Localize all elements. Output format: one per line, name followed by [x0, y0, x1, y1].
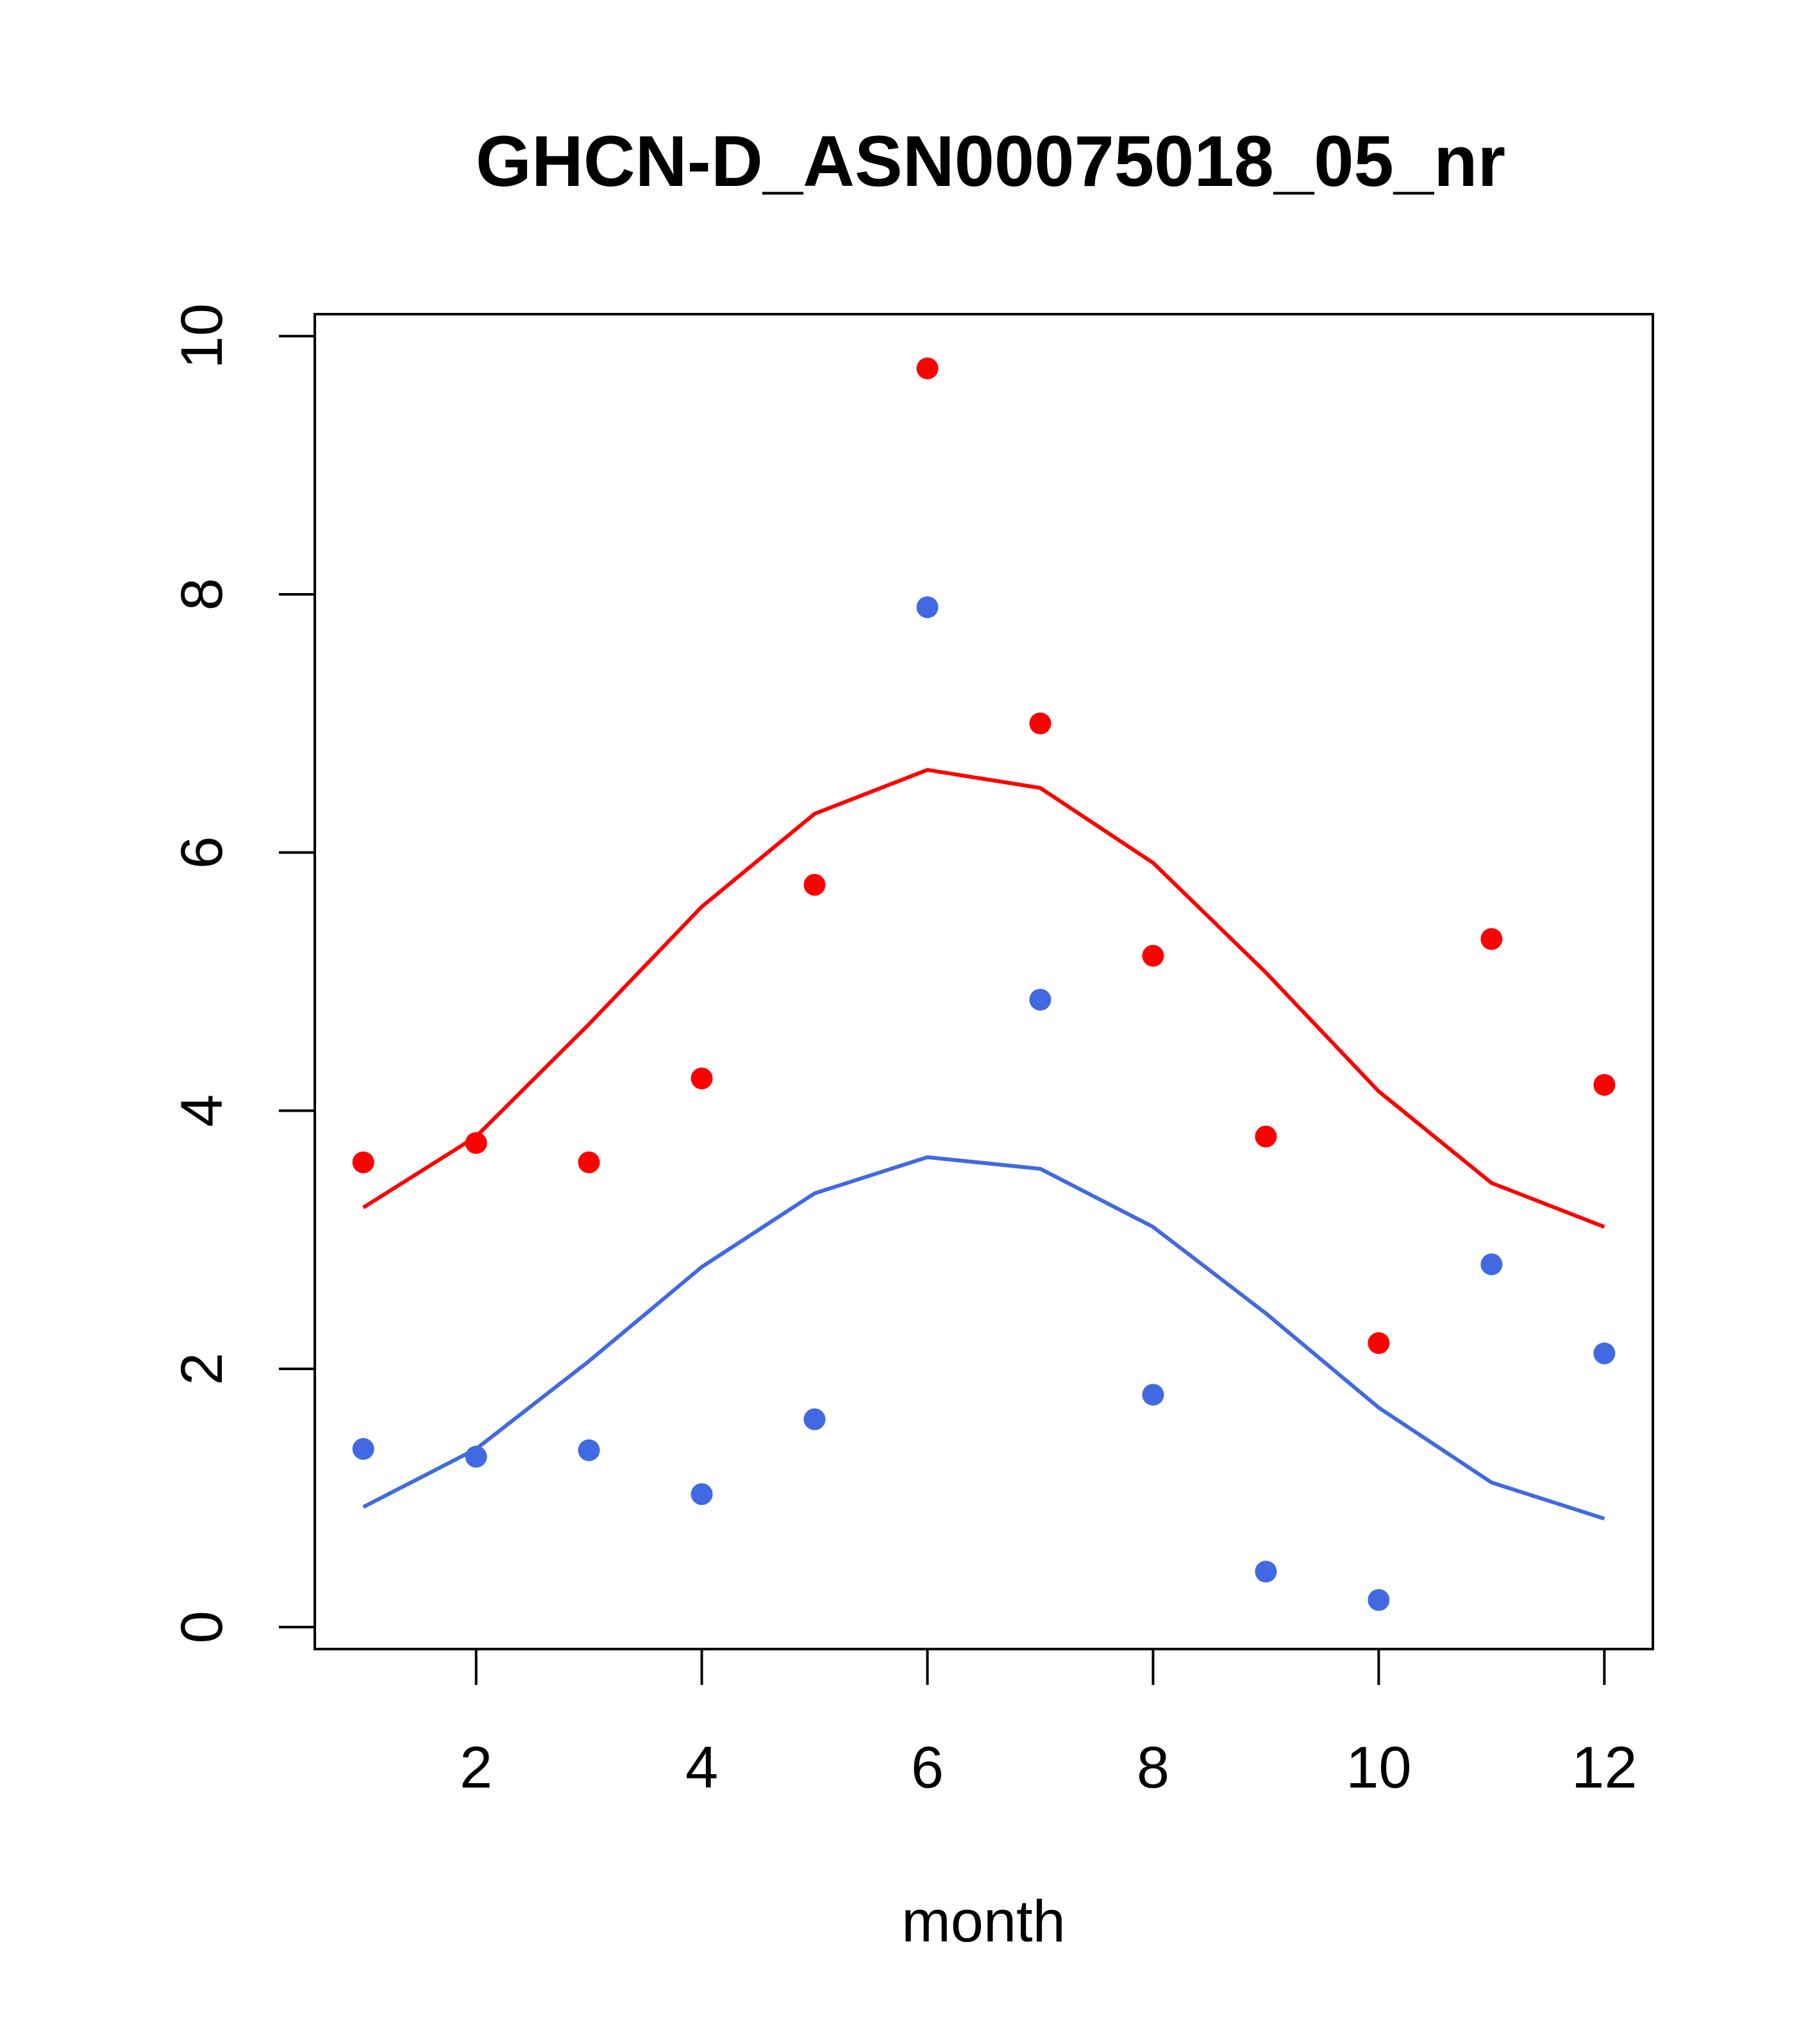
- series-0-point: [578, 1151, 600, 1173]
- series-0-point: [916, 357, 939, 380]
- y-tick-label: 4: [169, 1094, 235, 1127]
- series-2-point: [1029, 989, 1051, 1011]
- series-3-line: [362, 1155, 1605, 1521]
- y-tick-label: 2: [169, 1352, 235, 1385]
- x-axis: 2 4 6 8 10 12: [460, 1648, 1637, 1800]
- chart-title: GHCN-D_ASN00075018_05_nr: [476, 121, 1505, 201]
- x-tick-label: 4: [685, 1735, 718, 1800]
- series-2-point: [1142, 1384, 1164, 1406]
- x-axis-label: month: [901, 1889, 1066, 1954]
- y-tick-label: 6: [169, 836, 235, 869]
- series-2-point: [578, 1439, 600, 1461]
- series-2-point: [1593, 1342, 1616, 1364]
- series-0-point: [1480, 928, 1503, 950]
- x-tick-label: 8: [1137, 1735, 1169, 1800]
- x-tick-label: 2: [460, 1735, 492, 1800]
- series-2-point: [916, 596, 939, 619]
- x-tick-label: 6: [911, 1735, 944, 1800]
- series-2-point: [803, 1408, 826, 1430]
- series-2-point: [1480, 1253, 1503, 1275]
- series-layer: [352, 357, 1616, 1611]
- series-0-point: [1593, 1074, 1616, 1096]
- y-axis: 0 2 4 6 8 10: [169, 303, 316, 1643]
- series-2-point: [1255, 1561, 1277, 1583]
- series-0-point: [1142, 944, 1164, 967]
- series-0-point: [352, 1151, 374, 1173]
- x-tick-label: 10: [1346, 1735, 1411, 1800]
- y-tick-label: 10: [169, 303, 235, 369]
- series-0-point: [691, 1068, 713, 1090]
- series-2-point: [352, 1437, 374, 1460]
- series-0-point: [1368, 1332, 1390, 1354]
- series-0-point: [803, 873, 826, 896]
- series-0-point: [1029, 712, 1051, 735]
- series-0-point: [1255, 1125, 1277, 1148]
- y-tick-label: 0: [169, 1611, 235, 1643]
- series-2-point: [691, 1483, 713, 1505]
- series-0-point: [465, 1132, 487, 1154]
- plot-frame: [314, 313, 1654, 1650]
- y-tick-label: 8: [169, 578, 235, 610]
- series-1-line: [362, 767, 1605, 1229]
- x-tick-label: 12: [1571, 1735, 1637, 1800]
- series-2-point: [1368, 1589, 1390, 1611]
